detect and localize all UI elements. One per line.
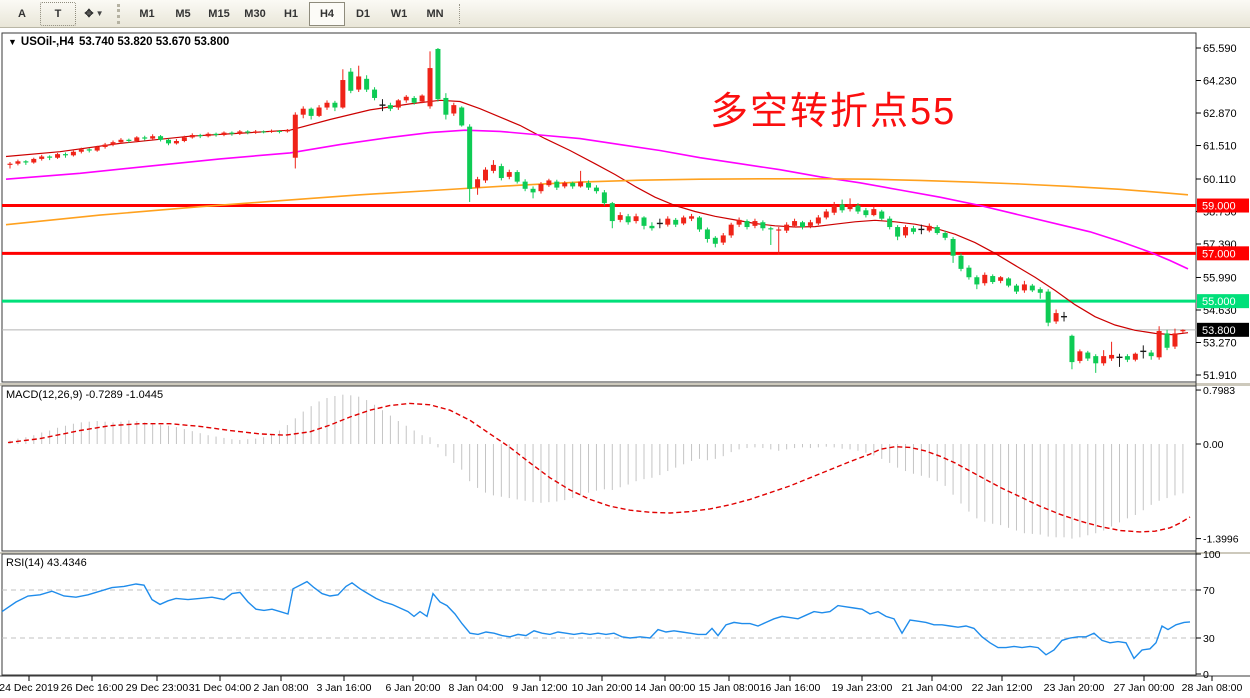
price-tick-label: 61.510	[1203, 141, 1237, 153]
time-tick-label: 23 Jan 20:00	[1044, 682, 1105, 694]
timeframe-d1-button[interactable]: D1	[355, 7, 371, 20]
rsi-tick-label: 30	[1203, 633, 1215, 645]
time-tick-label: 8 Jan 04:00	[449, 682, 504, 694]
toolbar-separator	[459, 3, 461, 24]
hline-badge	[1197, 246, 1249, 261]
price-tick-label: 60.110	[1203, 174, 1236, 186]
macd-indicator-label: MACD(12,26,9) -0.7289 -1.0445	[6, 389, 164, 401]
chart-menu-arrow-icon[interactable]: ▼	[8, 37, 17, 47]
time-tick-label: 16 Jan 16:00	[760, 682, 821, 694]
toolbar-gripper[interactable]	[117, 3, 124, 24]
timeframe-m30-button[interactable]: M30	[244, 7, 266, 20]
current-price-badge	[1197, 322, 1249, 337]
timeframe-h1-button[interactable]: H1	[283, 7, 299, 20]
price-tick-label: 55.990	[1203, 272, 1237, 284]
timeframe-h4-button[interactable]: H4	[309, 1, 345, 26]
price-tick-label: 62.870	[1203, 108, 1237, 120]
macd-tick-label: 0.00	[1203, 439, 1224, 451]
macd-tick-label: -1.3996	[1203, 534, 1239, 546]
rsi-tick-label: 0	[1203, 669, 1209, 681]
time-tick-label: 21 Jan 04:00	[902, 682, 963, 694]
timeframe-m1-button[interactable]: M1	[139, 7, 155, 20]
chevron-down-icon: ▼	[95, 9, 104, 18]
time-tick-label: 14 Jan 00:00	[635, 682, 696, 694]
timeframe-m15-button[interactable]: M15	[208, 7, 230, 20]
chart-annotation-text: 多空转折点55	[710, 91, 957, 133]
time-tick-label: 31 Dec 04:00	[189, 682, 252, 694]
time-tick-label: 29 Dec 23:00	[126, 682, 189, 694]
hline-badge-label: 59.000	[1202, 201, 1236, 213]
time-tick-label: 15 Jan 08:00	[699, 682, 760, 694]
symbol-timeframe-label: USOil-,H4	[20, 36, 74, 48]
rsi-line	[1, 580, 1191, 660]
ohlc-values-label: 53.740 53.820 53.670 53.800	[78, 36, 230, 48]
timeframe-m5-button[interactable]: M5	[175, 7, 191, 20]
panel-separator-rsi[interactable]	[0, 552, 1250, 554]
time-tick-label: 2 Jan 08:00	[254, 682, 309, 694]
time-tick-label: 28 Jan 08:00	[1182, 682, 1243, 694]
price-tick-label: 65.590	[1203, 43, 1237, 55]
ma-mid-magenta	[5, 129, 1189, 270]
time-tick-label: 9 Jan 12:00	[513, 682, 568, 694]
time-tick-label: 6 Jan 20:00	[386, 682, 441, 694]
time-tick-label: 22 Jan 12:00	[972, 682, 1033, 694]
timeframe-mn-button[interactable]: MN	[426, 7, 444, 20]
price-tick-label: 53.270	[1203, 337, 1237, 349]
candles-layer	[7, 48, 1186, 373]
panel-separator-macd[interactable]	[0, 383, 1250, 386]
cursor-mode-icon: ✥	[84, 8, 94, 20]
ma-slow-orange	[5, 178, 1189, 226]
time-tick-label: 3 Jan 16:00	[317, 682, 372, 694]
current-price-label: 53.800	[1202, 325, 1236, 337]
time-tick-label: 10 Jan 20:00	[572, 682, 633, 694]
time-tick-label: 27 Jan 00:00	[1114, 682, 1175, 694]
rsi-indicator-label: RSI(14) 43.4346	[6, 557, 87, 569]
price-tick-label: 64.230	[1203, 76, 1237, 88]
hline-badge	[1197, 198, 1249, 213]
chart-title: ▼ USOil-,H4 53.740 53.820 53.670 53.800	[8, 36, 229, 48]
time-tick-label: 24 Dec 2019	[0, 682, 59, 694]
hline-badge-label: 57.000	[1202, 248, 1236, 260]
time-axis[interactable]: 24 Dec 2019 26 Dec 16:00 29 Dec 23:00 31 De…	[0, 676, 1243, 694]
toolbar: A T ✥ ▼ M1 M5 M15 M30 H1 H4 D1 W1 MN	[0, 0, 1250, 28]
hline-badge-label: 55.000	[1202, 296, 1236, 308]
hline-badge	[1197, 294, 1249, 309]
time-tick-label: 19 Jan 23:00	[832, 682, 893, 694]
rsi-tick-label: 70	[1203, 585, 1215, 597]
price-tick-label: 51.910	[1203, 370, 1237, 382]
time-tick-label: 26 Dec 16:00	[61, 682, 124, 694]
rsi-tick-label: 100	[1203, 549, 1221, 561]
arrow-text-button[interactable]: A	[18, 7, 26, 20]
cursor-mode-button[interactable]: ✥ ▼	[76, 2, 112, 26]
macd-tick-label: 0.7983	[1203, 385, 1235, 397]
timeframe-w1-button[interactable]: W1	[390, 7, 408, 20]
text-tool-button[interactable]: T	[40, 1, 76, 26]
